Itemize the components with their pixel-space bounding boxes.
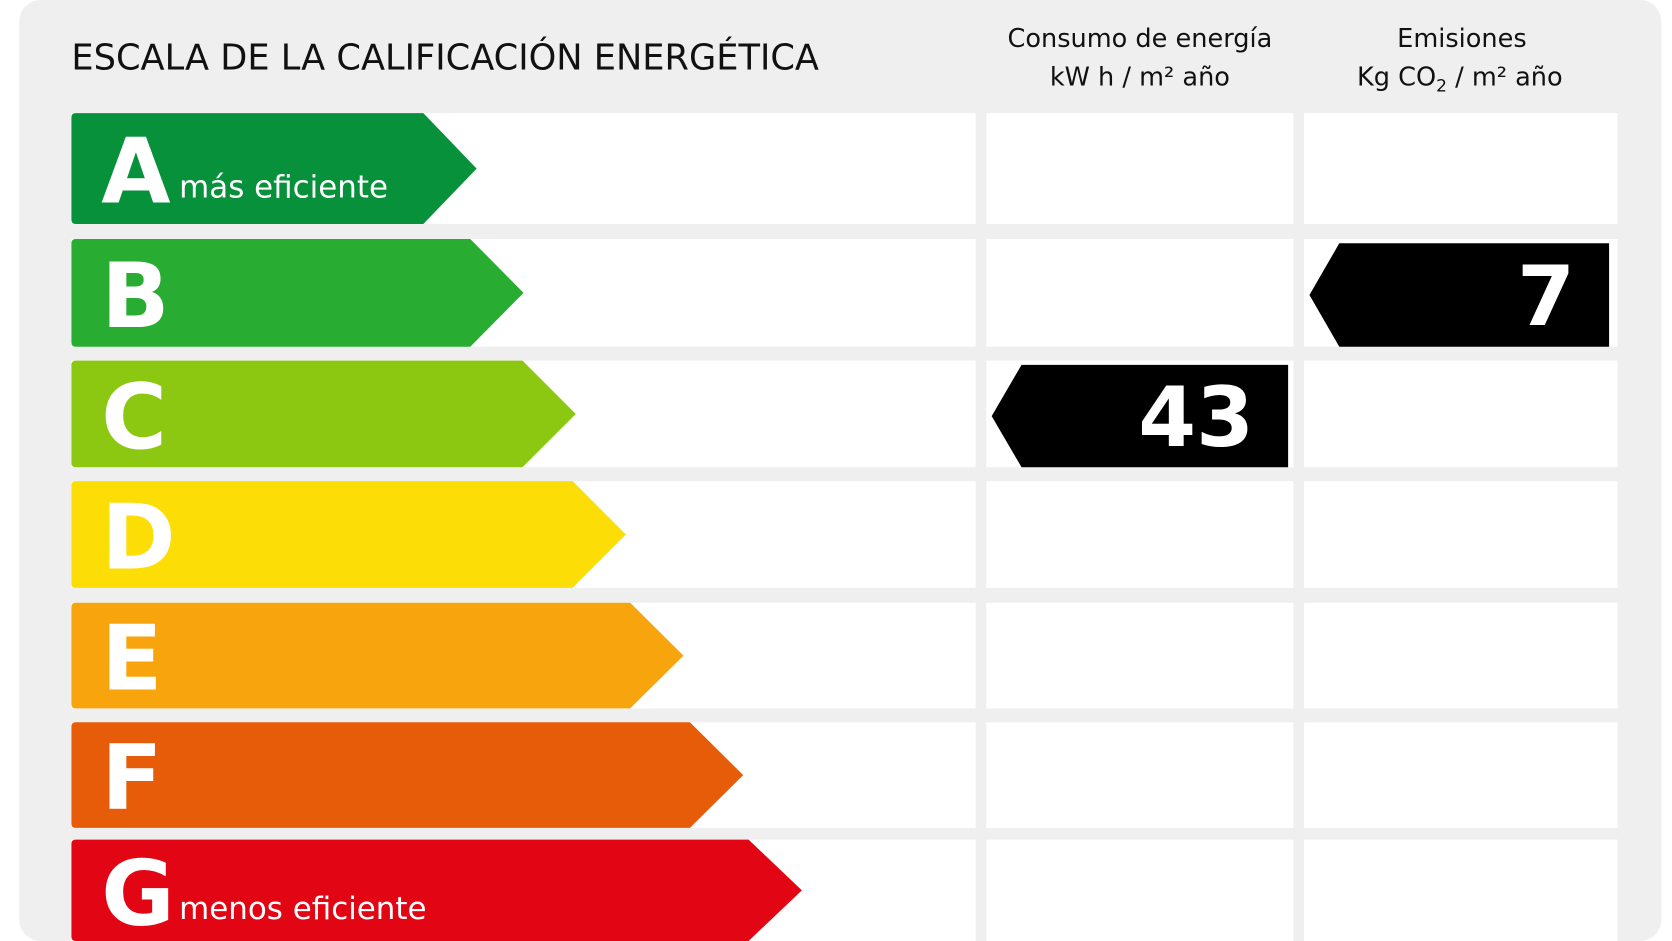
emissions-indicator <box>1309 243 1610 347</box>
consumption-cell <box>986 481 1294 588</box>
consumption-cell <box>986 722 1294 828</box>
rating-letter: B <box>101 245 169 349</box>
rating-letter: C <box>101 366 167 470</box>
rating-letter: A <box>101 121 170 225</box>
rating-note: más eficiente <box>179 169 388 205</box>
emissions-cell <box>1304 360 1618 468</box>
consumption-cell <box>986 113 1294 225</box>
consumption-cell <box>986 839 1294 941</box>
rating-letter: F <box>101 727 162 831</box>
rating-arrow <box>71 113 477 225</box>
consumption-header: Consumo de energía <box>1008 24 1273 54</box>
emissions-unit: Kg CO2 / m² año <box>1357 62 1563 96</box>
emissions-cell <box>1304 839 1618 941</box>
rating-note: menos eficiente <box>179 891 426 927</box>
rating-arrow <box>71 602 684 709</box>
consumption-indicator <box>991 364 1289 468</box>
rating-arrow <box>71 722 744 828</box>
emissions-cell <box>1304 481 1618 588</box>
rating-arrow <box>71 839 802 941</box>
consumption-value: 43 <box>1138 369 1254 466</box>
emissions-cell <box>1304 113 1618 225</box>
title: ESCALA DE LA CALIFICACIÓN ENERGÉTICA <box>71 36 819 78</box>
consumption-cell <box>986 238 1294 347</box>
rating-arrow <box>71 360 576 468</box>
rating-letter: E <box>101 608 162 712</box>
consumption-unit: kW h / m² año <box>1050 62 1230 92</box>
rating-arrow <box>71 481 626 588</box>
emissions-value: 7 <box>1517 248 1575 345</box>
emissions-cell <box>1304 602 1618 709</box>
emissions-header: Emisiones <box>1397 24 1527 54</box>
rating-letter: D <box>101 487 175 591</box>
unit-part: / m² año <box>1447 62 1563 92</box>
rating-letter: G <box>101 842 175 941</box>
unit-subscript: 2 <box>1436 77 1447 97</box>
rating-arrow <box>71 238 524 347</box>
consumption-cell <box>986 602 1294 709</box>
unit-part: Kg CO <box>1357 62 1436 92</box>
emissions-cell <box>1304 722 1618 828</box>
